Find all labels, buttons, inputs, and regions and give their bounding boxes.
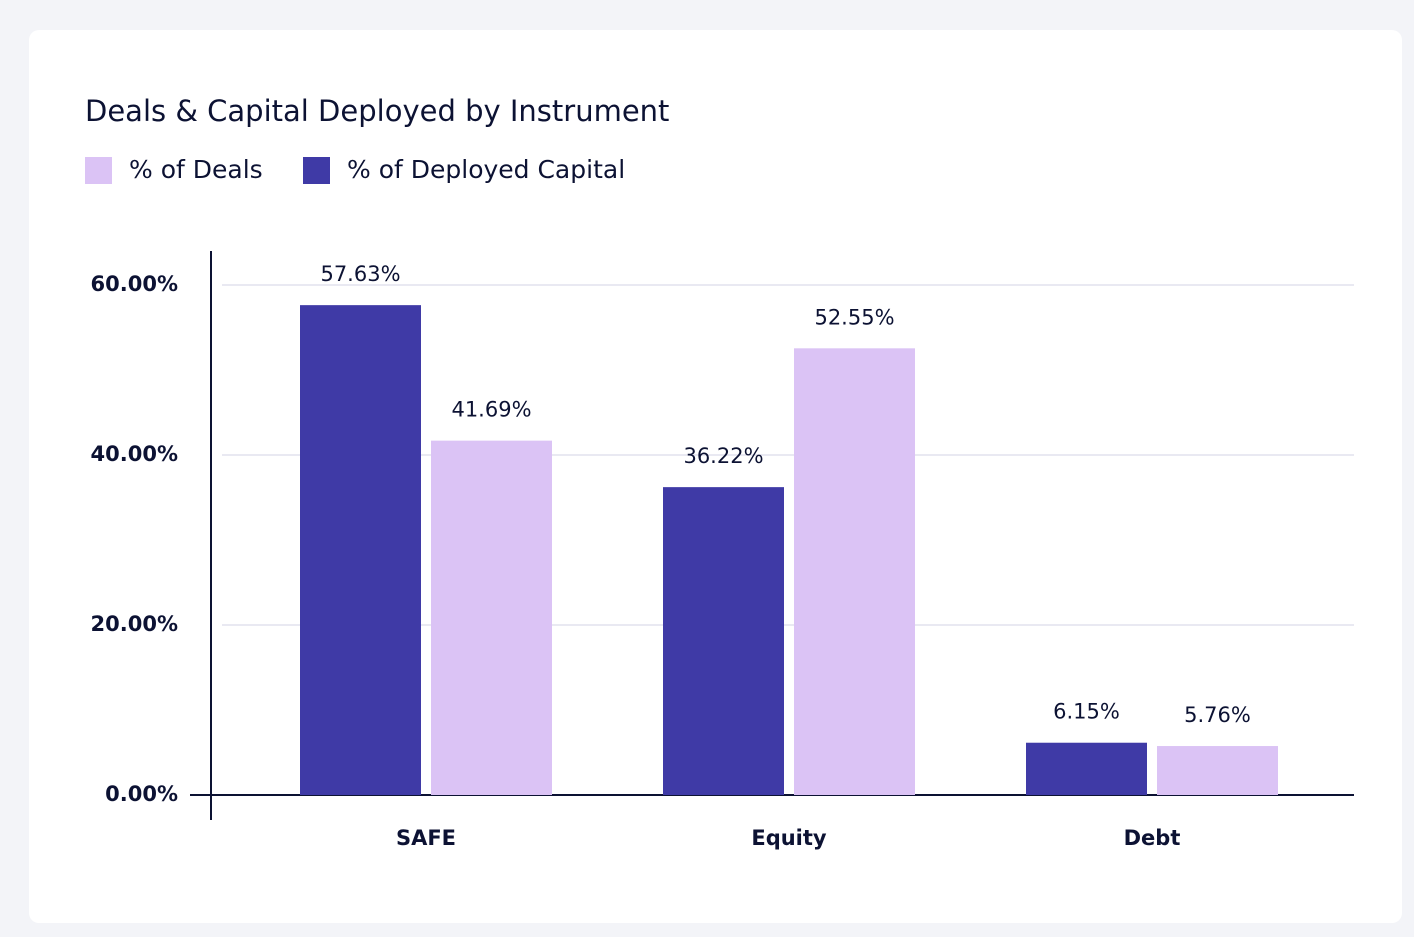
bar: [431, 440, 552, 795]
value-label: 6.15%: [1053, 700, 1120, 724]
bar: [1157, 746, 1278, 795]
legend-swatch: [85, 157, 112, 184]
bar: [663, 487, 784, 795]
value-label: 36.22%: [683, 444, 763, 468]
y-tick-label: 60.00%: [91, 272, 178, 296]
y-tick-label: 40.00%: [91, 442, 178, 466]
bar: [1026, 742, 1147, 795]
legend-label: % of Deals: [129, 155, 263, 184]
y-tick-label: 20.00%: [91, 612, 178, 636]
x-tick-label: Equity: [751, 826, 827, 850]
bar: [300, 305, 421, 795]
y-tick-label: 0.00%: [105, 782, 178, 806]
value-label: 52.55%: [814, 305, 894, 329]
value-label: 5.76%: [1184, 703, 1251, 727]
value-label: 41.69%: [451, 398, 531, 422]
legend-swatch: [303, 157, 330, 184]
legend-label: % of Deployed Capital: [347, 155, 625, 184]
x-tick-label: Debt: [1124, 826, 1181, 850]
x-tick-label: SAFE: [396, 826, 456, 850]
chart-title: Deals & Capital Deployed by Instrument: [85, 94, 669, 128]
value-label: 57.63%: [320, 262, 400, 286]
bar: [794, 348, 915, 795]
